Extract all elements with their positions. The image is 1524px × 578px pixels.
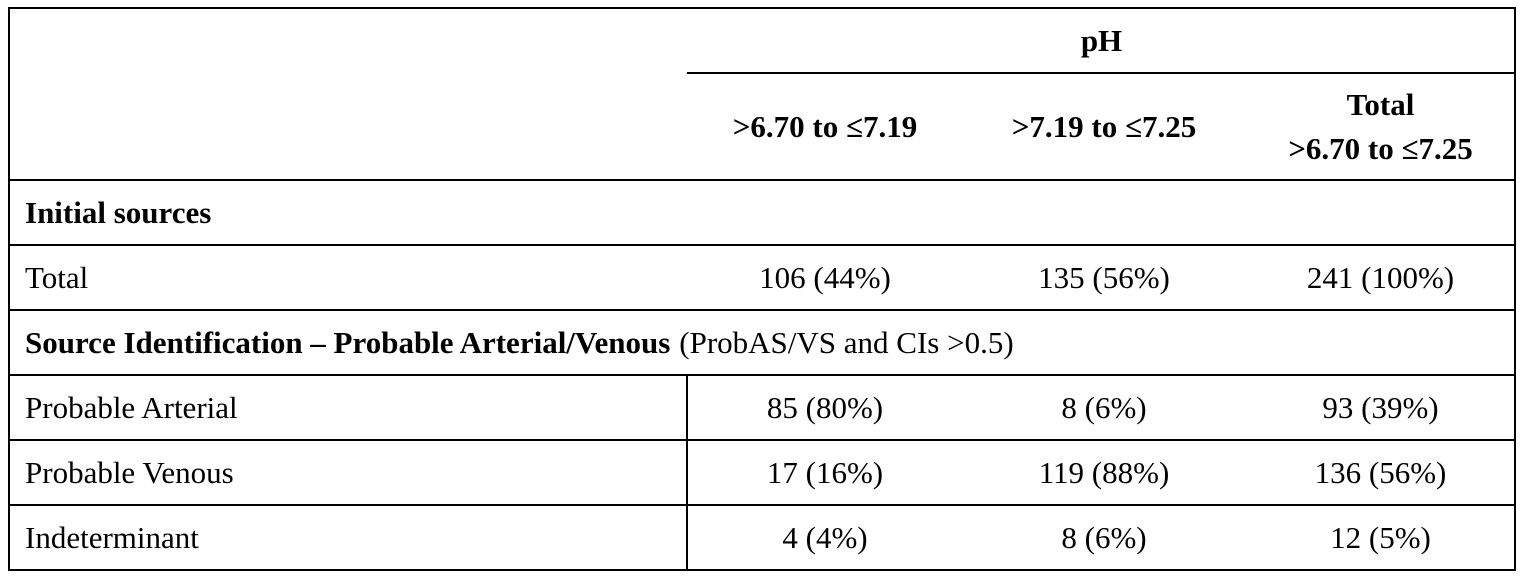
cell-value: 135 (56%)	[1038, 259, 1170, 295]
rule	[687, 72, 1516, 74]
border	[8, 7, 10, 571]
row-label: Indeterminant	[25, 519, 199, 555]
group-header: pH	[1080, 22, 1123, 58]
section-note: (ProbAS/VS and CIs >0.5)	[679, 324, 1014, 360]
column-header: >6.70 to ≤7.19	[732, 108, 918, 144]
rule	[8, 439, 1516, 441]
cell-value: 85 (80%)	[766, 389, 884, 425]
row-label: Probable Venous	[25, 454, 234, 490]
row-label: Probable Arterial	[25, 389, 238, 425]
cell-value: 8 (6%)	[1061, 519, 1147, 555]
cell-value: 241 (100%)	[1306, 259, 1455, 295]
column-header: >7.19 to ≤7.25	[1011, 108, 1197, 144]
rule	[8, 504, 1516, 506]
cell-value: 4 (4%)	[782, 519, 868, 555]
rule	[8, 309, 1516, 311]
section-heading: Source Identification – Probable Arteria…	[8, 311, 1505, 374]
rule	[8, 244, 1516, 246]
border	[8, 7, 1516, 9]
header-line: >6.70 to ≤7.25	[1288, 130, 1473, 166]
rule	[8, 179, 1516, 181]
border	[8, 569, 1516, 571]
row-label: Total	[25, 259, 89, 295]
header-line: Total	[1346, 86, 1415, 122]
border	[1514, 7, 1516, 571]
column-header: Total >6.70 to ≤7.25	[1245, 74, 1516, 179]
cell-value: 17 (16%)	[766, 454, 884, 490]
section-title: Source Identification – Probable Arteria…	[25, 324, 671, 360]
cell-value: 136 (56%)	[1314, 454, 1447, 490]
rule	[8, 374, 1516, 376]
cell-value: 8 (6%)	[1061, 389, 1147, 425]
cell-value: 12 (5%)	[1330, 519, 1431, 555]
rule	[686, 374, 688, 570]
section-heading: Initial sources	[25, 194, 212, 230]
cell-value: 93 (39%)	[1322, 389, 1439, 425]
cell-value: 119 (88%)	[1038, 454, 1170, 490]
cell-value: 106 (44%)	[759, 259, 891, 295]
